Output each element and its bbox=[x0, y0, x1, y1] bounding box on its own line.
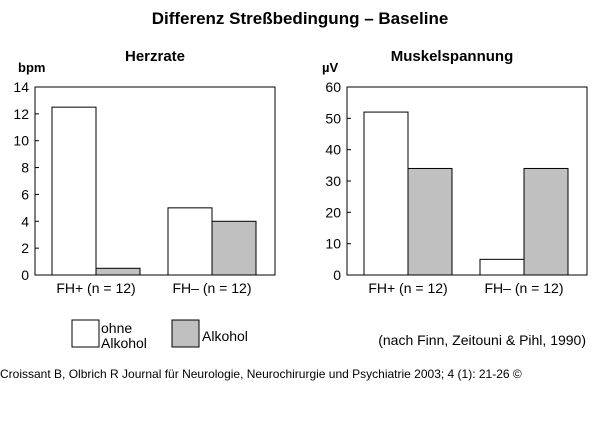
x-category-label-muskelspannung-fh-plus: FH+ (n = 12) bbox=[368, 280, 447, 296]
y-tick-label-herzrate-6: 6 bbox=[21, 186, 29, 202]
chart-muskelspannung: Muskelspannung µV 0 10 20 30 40 50 60 FH+ (n =… bbox=[322, 48, 588, 296]
bar-herzrate-fh-plus-ohne-alkohol bbox=[51, 106, 97, 276]
figure-title: Differenz Streßbedingung – Baseline bbox=[152, 9, 449, 28]
legend-swatch-alkohol bbox=[171, 319, 200, 348]
bar-muskelspannung-fh-minus-alkohol bbox=[523, 167, 569, 276]
bar-herzrate-fh-minus-ohne-alkohol bbox=[167, 207, 213, 276]
x-category-label-herzrate-fh-minus: FH– (n = 12) bbox=[173, 280, 252, 296]
y-tick-label-muskelspannung-30: 30 bbox=[325, 173, 341, 189]
source-note: (nach Finn, Zeitouni & Pihl, 1990) bbox=[378, 332, 586, 348]
y-tick-label-muskelspannung-20: 20 bbox=[325, 204, 341, 220]
legend-swatch-ohne-alkohol bbox=[71, 319, 100, 348]
y-tick-label-herzrate-12: 12 bbox=[13, 106, 29, 122]
legend-label-alkohol: Alkohol bbox=[202, 328, 248, 344]
bars-muskelspannung bbox=[363, 111, 569, 276]
bar-muskelspannung-fh-minus-ohne-alkohol bbox=[479, 258, 525, 276]
x-category-label-muskelspannung-fh-minus: FH– (n = 12) bbox=[485, 280, 564, 296]
y-axis-muskelspannung: 0 10 20 30 40 50 60 bbox=[325, 79, 351, 283]
bar-herzrate-fh-minus-alkohol bbox=[211, 220, 257, 276]
bars-herzrate bbox=[51, 106, 257, 276]
x-axis-muskelspannung: FH+ (n = 12) FH– (n = 12) bbox=[368, 280, 563, 296]
copyright-caption: Croissant B, Olbrich R Journal für Neuro… bbox=[0, 367, 522, 381]
y-tick-label-herzrate-10: 10 bbox=[13, 133, 29, 149]
x-category-label-herzrate-fh-plus: FH+ (n = 12) bbox=[56, 280, 135, 296]
y-tick-label-herzrate-2: 2 bbox=[21, 240, 29, 256]
legend: ohne Alkohol Alkohol bbox=[71, 319, 248, 351]
y-tick-label-muskelspannung-40: 40 bbox=[325, 142, 341, 158]
y-unit-label-herzrate: bpm bbox=[18, 60, 45, 75]
x-axis-herzrate: FH+ (n = 12) FH– (n = 12) bbox=[56, 280, 251, 296]
legend-label-ohne-line1: ohne bbox=[101, 320, 132, 336]
bar-herzrate-fh-plus-alkohol bbox=[95, 267, 141, 276]
plot-frame-herzrate bbox=[34, 86, 276, 276]
y-tick-label-herzrate-4: 4 bbox=[21, 213, 29, 229]
chart-title-herzrate: Herzrate bbox=[125, 48, 185, 65]
bar-muskelspannung-fh-plus-alkohol bbox=[407, 167, 453, 276]
legend-label-ohne-line2: Alkohol bbox=[101, 335, 147, 351]
chart-title-muskelspannung: Muskelspannung bbox=[391, 48, 514, 65]
y-tick-label-herzrate-8: 8 bbox=[21, 160, 29, 176]
y-tick-label-herzrate-14: 14 bbox=[13, 79, 29, 95]
y-tick-label-muskelspannung-60: 60 bbox=[325, 79, 341, 95]
y-tick-label-muskelspannung-10: 10 bbox=[325, 236, 341, 252]
chart-herzrate: Herzrate bpm 0 2 4 6 8 10 12 14 FH+ (n = 12) FH–… bbox=[13, 48, 276, 296]
bar-muskelspannung-fh-plus-ohne-alkohol bbox=[363, 111, 409, 276]
y-tick-label-muskelspannung-0: 0 bbox=[333, 267, 341, 283]
y-axis-herzrate: 0 2 4 6 8 10 12 14 bbox=[13, 79, 39, 283]
y-unit-label-muskelspannung: µV bbox=[322, 60, 338, 75]
y-tick-label-herzrate-0: 0 bbox=[21, 267, 29, 283]
y-tick-label-muskelspannung-50: 50 bbox=[325, 110, 341, 126]
